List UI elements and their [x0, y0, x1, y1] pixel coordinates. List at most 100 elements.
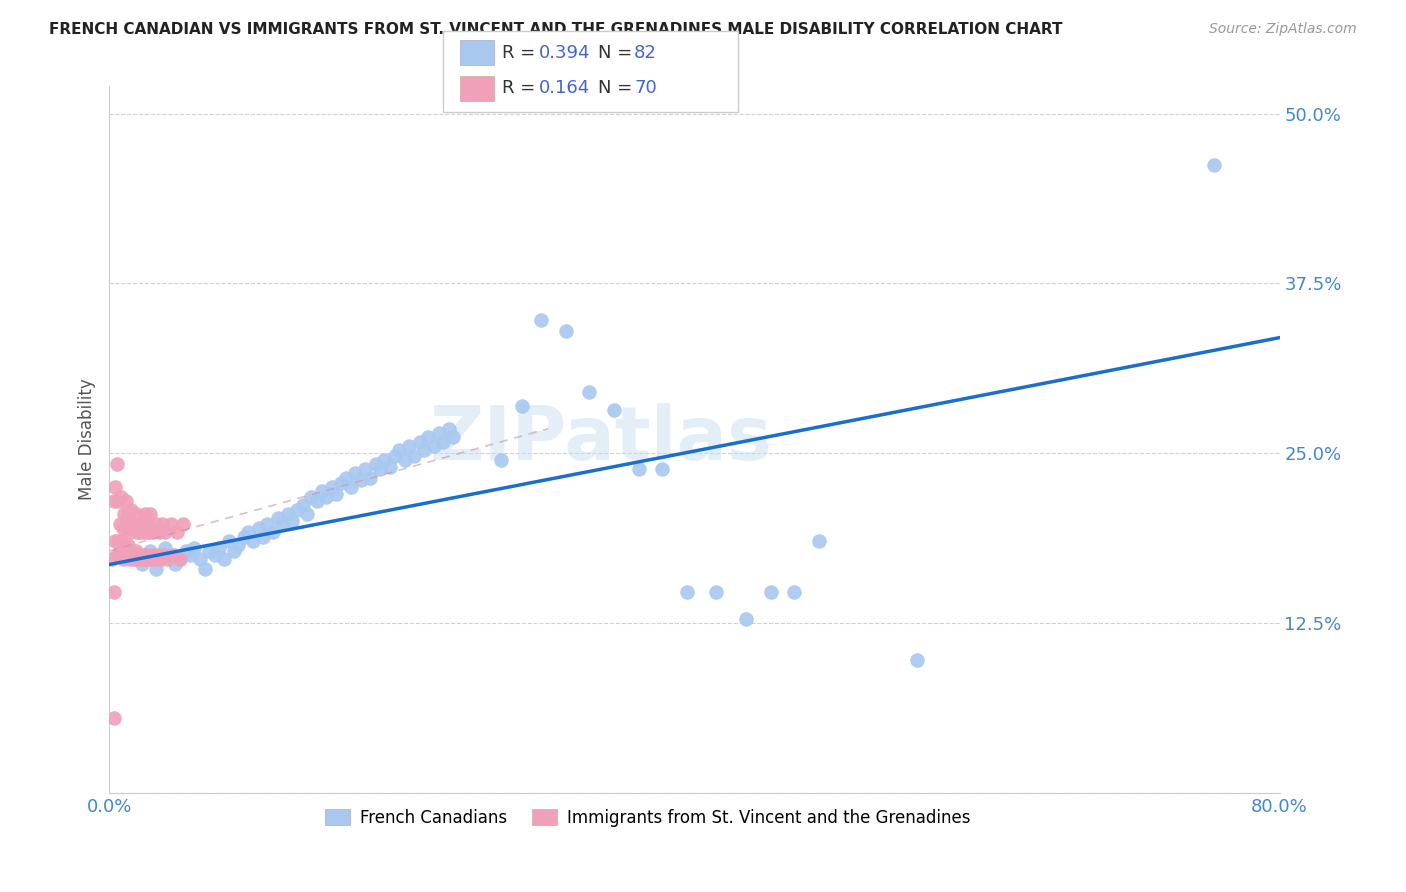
- Point: [117, 507, 139, 521]
- Text: ZIPatlas: ZIPatlas: [430, 403, 772, 476]
- Point: [208, 541, 231, 556]
- Point: [335, 470, 357, 484]
- Point: [110, 490, 132, 504]
- Point: [138, 524, 160, 539]
- Point: [325, 487, 347, 501]
- Point: [121, 521, 143, 535]
- Point: [441, 430, 464, 444]
- Point: [359, 470, 381, 484]
- Point: [578, 384, 600, 399]
- Text: FRENCH CANADIAN VS IMMIGRANTS FROM ST. VINCENT AND THE GRENADINES MALE DISABILIT: FRENCH CANADIAN VS IMMIGRANTS FROM ST. V…: [49, 22, 1063, 37]
- Point: [160, 548, 183, 562]
- Point: [315, 490, 337, 504]
- Point: [105, 548, 128, 562]
- Point: [124, 516, 146, 531]
- Point: [783, 584, 806, 599]
- Point: [139, 507, 162, 521]
- Point: [142, 524, 165, 539]
- Point: [150, 516, 173, 531]
- Point: [114, 493, 136, 508]
- Point: [134, 552, 156, 566]
- Point: [108, 516, 131, 531]
- Point: [427, 425, 450, 440]
- Point: [169, 552, 191, 566]
- Point: [125, 544, 148, 558]
- Point: [152, 548, 174, 562]
- Point: [139, 552, 162, 566]
- Point: [143, 552, 166, 566]
- Point: [145, 516, 167, 531]
- Point: [120, 544, 142, 558]
- Text: R =: R =: [502, 44, 541, 62]
- Text: 82: 82: [634, 44, 657, 62]
- Point: [311, 484, 333, 499]
- Point: [222, 544, 245, 558]
- Point: [384, 449, 406, 463]
- Text: R =: R =: [502, 79, 541, 97]
- Point: [364, 457, 387, 471]
- Point: [104, 480, 127, 494]
- Point: [373, 453, 395, 467]
- Point: [111, 521, 134, 535]
- Point: [295, 507, 318, 521]
- Point: [103, 584, 125, 599]
- Point: [120, 503, 142, 517]
- Point: [368, 462, 391, 476]
- Point: [153, 524, 176, 539]
- Point: [339, 480, 361, 494]
- Point: [394, 453, 416, 467]
- Point: [134, 507, 156, 521]
- Point: [380, 459, 402, 474]
- Point: [734, 612, 756, 626]
- Point: [905, 652, 928, 666]
- Point: [115, 544, 138, 558]
- Point: [169, 552, 191, 566]
- Point: [188, 552, 211, 566]
- Point: [388, 443, 411, 458]
- Point: [174, 544, 197, 558]
- Point: [218, 534, 240, 549]
- Text: N =: N =: [598, 79, 637, 97]
- Point: [135, 524, 157, 539]
- Point: [706, 584, 728, 599]
- Point: [108, 544, 131, 558]
- Point: [676, 584, 699, 599]
- Point: [285, 503, 308, 517]
- Point: [408, 435, 430, 450]
- Point: [101, 552, 124, 566]
- Point: [179, 548, 201, 562]
- Point: [127, 524, 149, 539]
- Point: [291, 498, 314, 512]
- Text: 0.164: 0.164: [538, 79, 589, 97]
- Point: [172, 516, 194, 531]
- Point: [1202, 158, 1225, 172]
- Point: [627, 462, 650, 476]
- Point: [329, 475, 352, 490]
- Point: [759, 584, 782, 599]
- Point: [128, 516, 150, 531]
- Point: [118, 524, 141, 539]
- Point: [166, 524, 188, 539]
- Point: [107, 534, 129, 549]
- Point: [153, 541, 176, 556]
- Point: [299, 490, 322, 504]
- Point: [277, 507, 299, 521]
- Legend: French Canadians, Immigrants from St. Vincent and the Grenadines: French Canadians, Immigrants from St. Vi…: [318, 803, 977, 834]
- Point: [103, 711, 125, 725]
- Point: [135, 548, 157, 562]
- Point: [247, 521, 270, 535]
- Point: [266, 511, 288, 525]
- Point: [350, 473, 373, 487]
- Point: [437, 422, 460, 436]
- Point: [149, 552, 172, 566]
- Point: [165, 558, 187, 572]
- Point: [112, 538, 135, 552]
- Point: [105, 457, 128, 471]
- Point: [141, 548, 163, 562]
- Point: [125, 552, 148, 566]
- Point: [112, 507, 135, 521]
- Point: [115, 521, 138, 535]
- Point: [124, 552, 146, 566]
- Point: [129, 548, 152, 562]
- Point: [402, 449, 425, 463]
